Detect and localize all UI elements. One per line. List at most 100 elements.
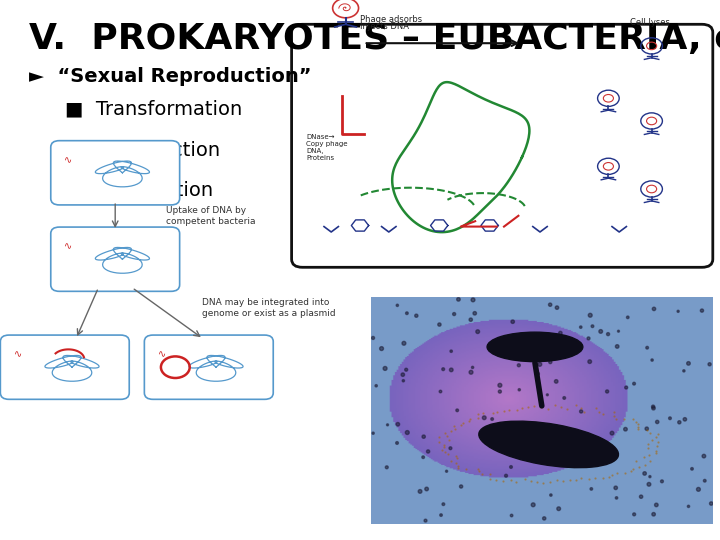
- FancyBboxPatch shape: [144, 335, 273, 399]
- Text: ■  Transformation: ■ Transformation: [65, 100, 242, 119]
- Point: [398, 339, 410, 348]
- Point: [506, 511, 518, 520]
- Point: [559, 394, 570, 402]
- Point: [402, 428, 413, 437]
- FancyBboxPatch shape: [50, 140, 180, 205]
- Point: [622, 313, 634, 322]
- Text: Injects DNA: Injects DNA: [360, 22, 409, 31]
- Point: [613, 327, 624, 335]
- Point: [534, 360, 546, 369]
- Point: [381, 463, 392, 471]
- Point: [420, 516, 431, 525]
- Point: [391, 438, 402, 447]
- Point: [606, 429, 618, 437]
- Point: [505, 463, 517, 471]
- Point: [683, 359, 694, 368]
- Point: [656, 477, 667, 485]
- Point: [635, 492, 647, 501]
- Point: [370, 381, 382, 390]
- Point: [487, 423, 498, 431]
- Point: [397, 376, 409, 385]
- Point: [524, 353, 536, 362]
- Point: [648, 305, 660, 313]
- Point: [648, 510, 660, 518]
- Point: [672, 307, 684, 316]
- Point: [532, 369, 544, 378]
- Point: [554, 426, 565, 434]
- Point: [487, 415, 498, 423]
- Point: [696, 306, 708, 315]
- Point: [455, 482, 467, 491]
- Point: [379, 364, 391, 373]
- Point: [410, 312, 422, 320]
- FancyBboxPatch shape: [50, 227, 180, 292]
- Point: [526, 437, 537, 446]
- Point: [643, 480, 654, 489]
- Point: [642, 343, 653, 352]
- Point: [401, 309, 413, 318]
- Text: ►  “Sexual Reproduction”: ► “Sexual Reproduction”: [29, 68, 311, 86]
- Point: [494, 387, 505, 396]
- Point: [698, 452, 710, 461]
- Point: [441, 467, 452, 476]
- Text: Phage adsorbs: Phage adsorbs: [360, 15, 422, 24]
- Point: [554, 329, 566, 338]
- Point: [414, 487, 426, 496]
- Point: [445, 444, 456, 453]
- Point: [467, 363, 478, 372]
- Point: [584, 357, 595, 366]
- Point: [647, 356, 658, 364]
- Point: [418, 433, 429, 441]
- Point: [699, 476, 711, 485]
- Point: [376, 345, 387, 353]
- Point: [629, 510, 640, 518]
- Point: [507, 318, 518, 326]
- Point: [367, 334, 379, 342]
- Point: [585, 484, 597, 493]
- Point: [648, 404, 660, 413]
- Text: Cell lyses: Cell lyses: [630, 18, 670, 27]
- Point: [513, 386, 525, 394]
- Point: [367, 429, 379, 437]
- Text: ∿: ∿: [64, 241, 73, 252]
- Point: [472, 327, 483, 336]
- Point: [575, 323, 587, 332]
- Point: [528, 501, 539, 509]
- Point: [706, 499, 717, 508]
- Point: [423, 447, 434, 456]
- Point: [524, 430, 536, 439]
- Point: [674, 418, 685, 427]
- Point: [449, 310, 460, 319]
- Point: [679, 415, 690, 424]
- Text: V.  PROKARYOTES – EUBACTERIA, cont: V. PROKARYOTES – EUBACTERIA, cont: [29, 22, 720, 56]
- Point: [469, 309, 480, 318]
- Point: [392, 420, 404, 429]
- Point: [479, 414, 490, 422]
- Ellipse shape: [479, 421, 618, 468]
- FancyBboxPatch shape: [292, 24, 713, 267]
- Point: [553, 504, 564, 513]
- Point: [451, 406, 463, 415]
- Point: [610, 483, 621, 492]
- Text: ∿: ∿: [158, 349, 166, 360]
- Point: [467, 295, 479, 304]
- Point: [550, 377, 562, 386]
- Point: [392, 301, 403, 309]
- Point: [639, 469, 650, 478]
- Point: [465, 368, 477, 376]
- Point: [683, 502, 694, 511]
- FancyBboxPatch shape: [0, 335, 130, 399]
- Point: [582, 334, 594, 343]
- Point: [438, 500, 449, 509]
- Point: [500, 471, 512, 480]
- Point: [595, 327, 606, 336]
- Point: [446, 347, 457, 355]
- Point: [585, 311, 596, 320]
- Point: [513, 361, 525, 369]
- Point: [446, 366, 457, 374]
- Text: DNase→
Copy phage
DNA,
Proteins: DNase→ Copy phage DNA, Proteins: [306, 134, 348, 161]
- Point: [436, 511, 447, 519]
- Point: [704, 360, 716, 369]
- Point: [652, 417, 663, 426]
- Point: [611, 342, 623, 351]
